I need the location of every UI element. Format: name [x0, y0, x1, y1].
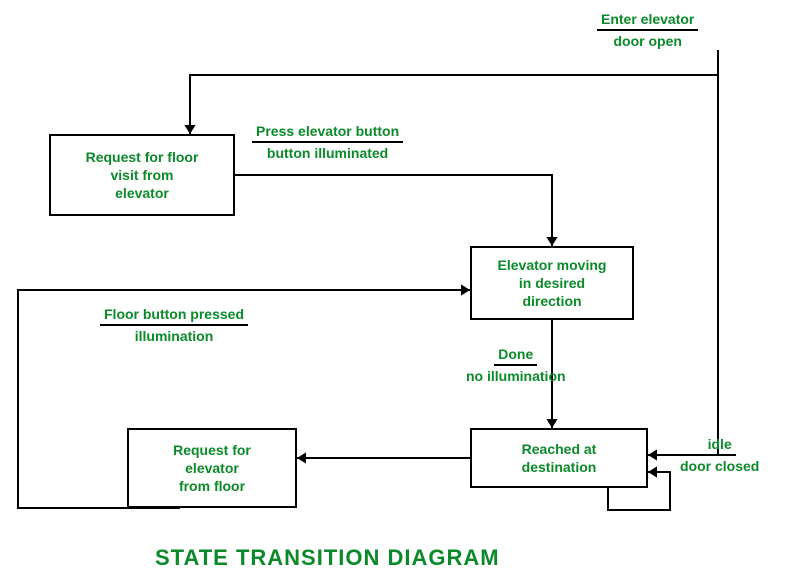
edge-top: Done — [494, 345, 537, 366]
node-elevator-moving: Elevator movingin desireddirection — [470, 246, 634, 320]
node-text-line: Request for — [173, 441, 251, 459]
edge-label-enter-elevator: Enter elevator door open — [597, 10, 698, 50]
node-text-line: visit from — [110, 166, 173, 184]
edge-label-press-button: Press elevator button button illuminated — [252, 122, 403, 162]
edge-top: idle — [704, 435, 736, 456]
edge-bot: button illuminated — [252, 143, 403, 162]
node-text-line: Elevator moving — [498, 256, 607, 274]
node-text-line: destination — [522, 458, 597, 476]
arrow-layer — [0, 0, 787, 586]
node-text-line: from floor — [179, 477, 245, 495]
edge-label-done: Done no illumination — [466, 345, 566, 385]
diagram-title: STATE TRANSITION DIAGRAM — [155, 545, 500, 571]
edge-bot: illumination — [100, 326, 248, 345]
node-text-line: direction — [522, 292, 581, 310]
edge-bot: door closed — [680, 456, 759, 475]
node-text-line: elevator — [115, 184, 169, 202]
node-reached-destination: Reached atdestination — [470, 428, 648, 488]
edge-bot: no illumination — [466, 366, 566, 385]
node-text-line: Reached at — [522, 440, 597, 458]
node-text-line: Request for floor — [86, 148, 199, 166]
node-text-line: in desired — [519, 274, 585, 292]
node-request-floor-visit: Request for floorvisit fromelevator — [49, 134, 235, 216]
edge-top: Press elevator button — [252, 122, 403, 143]
edge-label-idle: idle door closed — [680, 435, 759, 475]
edge-bot: door open — [597, 31, 698, 50]
node-text-line: elevator — [185, 459, 239, 477]
node-request-from-floor: Request forelevatorfrom floor — [127, 428, 297, 508]
edge-top: Enter elevator — [597, 10, 698, 31]
edge-label-floor-pressed: Floor button pressed illumination — [100, 305, 248, 345]
edge-top: Floor button pressed — [100, 305, 248, 326]
